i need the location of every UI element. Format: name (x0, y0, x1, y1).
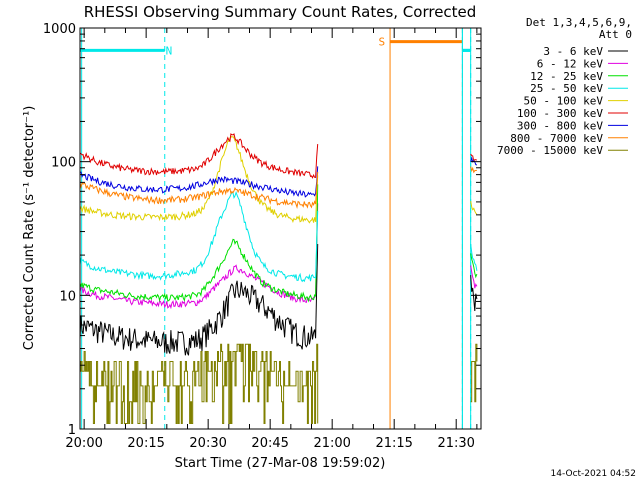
series-line-50-100-kev (79, 135, 319, 224)
legend-entry-label: 800 - 7000 keV (510, 132, 603, 145)
x-axis-label: Start Time (27-Mar-08 19:59:02) (175, 456, 386, 471)
legend-header-line1: Det 1,3,4,5,6,9, (526, 16, 632, 29)
y-tick-label: 1 (68, 423, 76, 438)
series-line-3-6-kev (79, 243, 319, 356)
series-line-late-12-25-kev (470, 253, 478, 279)
legend-entry-label: 7000 - 15000 keV (497, 144, 603, 157)
y-tick-label: 100 (51, 156, 76, 171)
y-tick-label: 1000 (43, 22, 76, 37)
series-line-late-800-7000-kev (470, 166, 477, 174)
svg-text:S: S (378, 36, 385, 49)
series-line-12-25-kev (79, 184, 319, 303)
y-tick-label: 10 (59, 289, 76, 304)
svg-text:N: N (166, 44, 173, 57)
legend-entry-label: 300 - 800 keV (517, 119, 603, 132)
plot-area: NS (79, 28, 478, 429)
legend-entry-label: 25 - 50 keV (530, 82, 603, 95)
legend-entry-label: 50 - 100 keV (524, 95, 604, 108)
series-line-100-300-kev (79, 133, 319, 179)
series-line-800-7000-kev (79, 171, 319, 210)
series-line-25-50-kev (79, 190, 319, 283)
x-tick-label: 21:30 (437, 436, 474, 451)
x-tick-label: 21:15 (375, 436, 412, 451)
series-line-late-25-50-kev (470, 243, 478, 271)
series-line-late-6-12-kev (470, 265, 478, 289)
legend-entry-label: 3 - 6 keV (543, 45, 603, 58)
x-tick-label: 20:45 (251, 436, 288, 451)
x-tick-label: 20:00 (65, 436, 102, 451)
chart-title: RHESSI Observing Summary Count Rates, Co… (84, 3, 477, 21)
series-line-6-12-kev (79, 203, 319, 310)
plot-frame (79, 27, 482, 430)
legend-entry-label: 6 - 12 keV (537, 57, 604, 70)
series-line-7000-15000-kev (80, 343, 319, 424)
timestamp: 14-Oct-2021 04:52 (551, 469, 636, 479)
axes: 1 10 100 1000 20:00 20:15 20:30 20:45 21:00 21:15… (43, 22, 482, 451)
annotation-segment-3 (461, 28, 471, 429)
legend-entry-label: 100 - 300 keV (517, 107, 603, 120)
x-tick-label: 21:00 (313, 436, 350, 451)
series-line-late-3-6-kev (470, 275, 478, 312)
y-axis-label: Corrected Count Rate (s⁻¹ detector⁻¹) (22, 106, 37, 351)
series-line-300-800-kev (80, 166, 319, 198)
x-tick-label: 20:15 (127, 436, 164, 451)
x-tick-label: 20:30 (189, 436, 226, 451)
series-line-late-7000-15000-kev (470, 343, 478, 403)
series-line-late-50-100-kev (470, 201, 478, 215)
legend-entry-label: 12 - 25 keV (530, 70, 603, 83)
series-line-late-300-800-kev (470, 156, 478, 166)
legend-header-line2: Att 0 (599, 28, 632, 41)
